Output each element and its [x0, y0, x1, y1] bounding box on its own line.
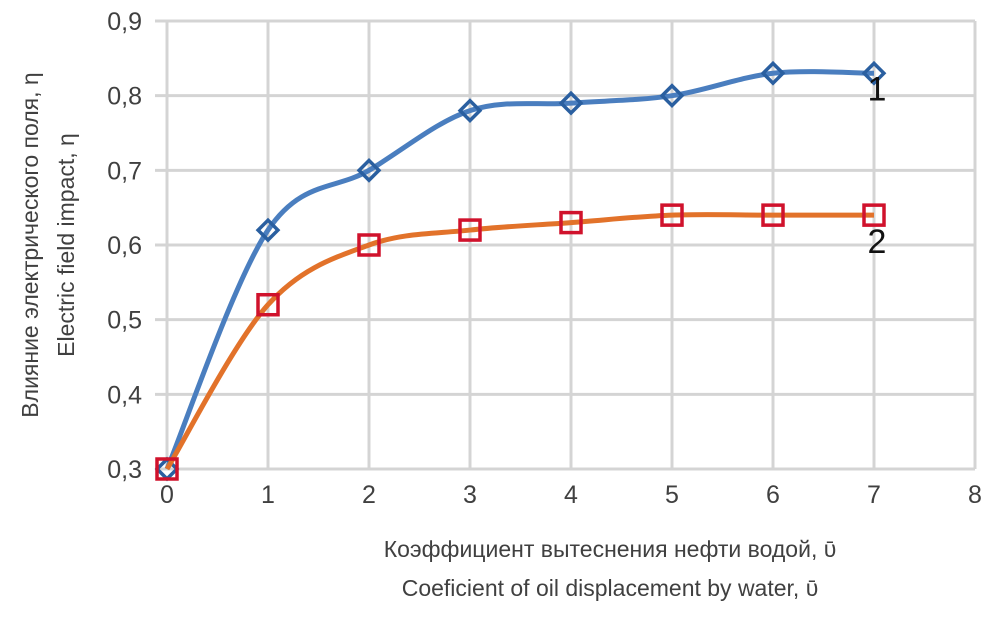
y-tick-label: 0,3 [107, 456, 142, 484]
series-1-diamond-marker [659, 83, 685, 109]
series-2-square-marker [256, 292, 280, 317]
y-tick-label: 0,7 [107, 157, 142, 185]
x-tick-label: 1 [261, 481, 275, 509]
y-tick-label: 0,4 [107, 381, 142, 409]
series-2-line [164, 212, 874, 471]
series-2-square-marker [559, 210, 583, 235]
series-2-square-marker [761, 203, 785, 227]
series-2-square-marker [458, 218, 482, 242]
series-1-diamond-marker [861, 60, 887, 86]
grid [155, 19, 977, 471]
x-tick-label: 6 [766, 481, 780, 509]
y-axis-title: Влияние электрического поля, η Electric … [17, 72, 79, 417]
x-axis-title-line-1: Коэффициент вытеснения нефти водой, ῡ [384, 536, 837, 562]
y-tick-label: 0,9 [107, 8, 142, 36]
series-2-square-marker [660, 203, 684, 227]
series-2-square-marker [862, 203, 886, 227]
x-axis-title-line-2: Coeficient of oil displacement by water,… [402, 575, 819, 601]
series-2-square-marker [155, 457, 179, 481]
x-tick-label: 4 [564, 481, 578, 509]
series-1-diamond-marker [457, 98, 483, 123]
series-label: 2 [868, 223, 887, 261]
series-1-diamond-marker [558, 90, 584, 116]
x-tick-label: 0 [160, 481, 174, 509]
y-tick-label: 0,5 [107, 307, 142, 335]
series-2-square-marker [357, 233, 381, 257]
series-label: 1 [868, 70, 887, 108]
x-tick-label: 7 [867, 481, 881, 509]
series-1-diamond-marker [760, 60, 786, 86]
series-1-diamond-marker [356, 157, 382, 183]
series-group: 12 [154, 60, 887, 482]
tick-labels: 0 1 2 3 4 5 6 7 80,30,40,50,60,70,80,9 [107, 8, 982, 509]
y-tick-label: 0,6 [107, 232, 142, 260]
x-tick-label: 5 [665, 481, 679, 509]
series-1-diamond-marker [255, 217, 281, 243]
y-axis-title-line-1: Влияние электрического поля, η [17, 72, 43, 417]
x-tick-label: 2 [362, 481, 376, 509]
y-axis-title-line-2: Electric field impact, η [53, 133, 79, 357]
y-tick-label: 0,8 [107, 83, 142, 111]
x-tick-label: 3 [463, 481, 477, 509]
x-tick-label: 8 [968, 481, 982, 509]
series-1-line [164, 69, 875, 470]
